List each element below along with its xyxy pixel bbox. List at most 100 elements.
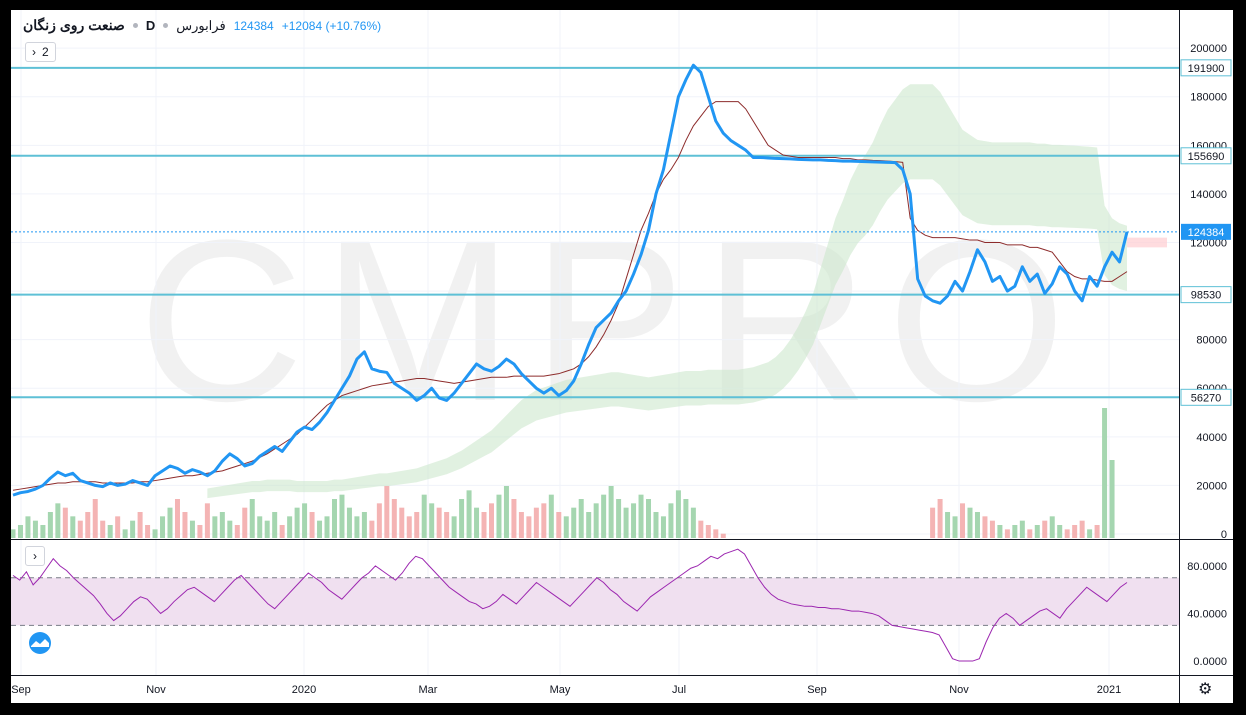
rsi-legend-toggle[interactable]: › [25, 546, 45, 566]
level-price-label: 191900 [1188, 63, 1225, 75]
ichimoku-cloud [207, 84, 1167, 499]
volume-bar [257, 516, 263, 538]
volume-bar [720, 533, 726, 538]
volume-bar [683, 499, 689, 538]
volume-bar [638, 494, 644, 538]
volume-bar [459, 499, 465, 538]
volume-bar [264, 520, 270, 538]
level-price-label: 155690 [1188, 151, 1225, 163]
volume-bar [234, 525, 240, 538]
rsi-pane [11, 548, 1179, 662]
price-tick-label: 40000 [1196, 432, 1227, 444]
level-price-label: 56270 [1191, 392, 1222, 404]
level-price-tag [1180, 59, 1232, 77]
volume-bar [115, 516, 121, 538]
rsi-line [12, 548, 1128, 662]
volume-bar [1072, 525, 1078, 538]
volume-bar [578, 499, 584, 538]
volume-bar [317, 520, 323, 538]
price-grid [11, 10, 1179, 675]
volume-bar [653, 512, 659, 538]
volume-bar [1094, 525, 1100, 538]
price-tick-label: 140000 [1190, 189, 1227, 201]
volume-bar [70, 516, 76, 538]
exchange-label: فرابورس [176, 17, 226, 33]
price-line[interactable] [12, 63, 1129, 497]
volume-bar [705, 525, 711, 538]
volume-bar [369, 520, 375, 538]
volume-bar [197, 525, 203, 538]
volume-bar [212, 516, 218, 538]
volume-bar [488, 503, 494, 538]
indicator-legend-toggle[interactable]: › 2 [25, 42, 56, 62]
volume-bar [40, 525, 46, 538]
cloud-area [1127, 237, 1167, 248]
volume-bar [130, 520, 136, 538]
level-price-label: 98530 [1191, 290, 1222, 302]
rsi-band [11, 577, 1179, 626]
price-tick-label: 180000 [1190, 92, 1227, 104]
time-scale[interactable]: Sep Nov 2020 Mar May Jul Sep Nov 2021 [11, 684, 1121, 696]
volume-bar [1042, 520, 1048, 538]
volume-bar [930, 507, 936, 538]
time-tick-label: Sep [11, 684, 31, 696]
volume-bar [974, 512, 980, 538]
volume-bar [1034, 525, 1040, 538]
volume-bar [272, 512, 278, 538]
volume-bar [152, 529, 158, 538]
volume-bar [556, 512, 562, 538]
time-tick-label: Sep [807, 684, 827, 696]
symbol-name[interactable]: صنعت روی زنگان [23, 17, 125, 33]
volume-bar [406, 516, 412, 538]
volume-bar [302, 503, 308, 538]
volume-bar [945, 512, 951, 538]
time-tick-label: Mar [419, 684, 438, 696]
volume-bar [675, 490, 681, 538]
volume-bar [1102, 408, 1108, 538]
volume-bar [1027, 529, 1033, 538]
volume-bar [122, 529, 128, 538]
interval-label[interactable]: D [145, 18, 156, 33]
volume-bars [11, 408, 1115, 538]
price-tick-label: 200000 [1190, 43, 1227, 55]
chevron-right-icon: › [33, 549, 37, 563]
cloud-area [207, 84, 1127, 499]
volume-bar [997, 525, 1003, 538]
chevron-right-icon: › [32, 45, 36, 59]
volume-bar [242, 507, 248, 538]
chart-header: صنعت روی زنگان D فرابورس 124384 +12084 (… [23, 17, 381, 34]
volume-bar [391, 499, 397, 538]
volume-bar [47, 512, 53, 538]
rsi-tick-label: 40.0000 [1187, 608, 1227, 620]
volume-bar [474, 507, 480, 538]
volume-bar [436, 507, 442, 538]
volume-bar [646, 499, 652, 538]
volume-bar [324, 516, 330, 538]
volume-bar [1109, 460, 1115, 538]
volume-bar [249, 499, 255, 538]
tradingview-logo-icon[interactable] [25, 632, 55, 654]
volume-bar [1087, 529, 1093, 538]
volume-bar [361, 512, 367, 538]
price-tick-label: 20000 [1196, 480, 1227, 492]
volume-bar [414, 512, 420, 538]
volume-bar [376, 503, 382, 538]
chart-canvas[interactable]: CMPRO 0200004000060000800001000001200001… [11, 10, 1233, 703]
volume-bar [174, 499, 180, 538]
volume-bar [548, 494, 554, 538]
level-price-tag [1180, 286, 1232, 304]
volume-bar [331, 499, 337, 538]
volume-bar [189, 520, 195, 538]
indicator-count: 2 [42, 45, 49, 59]
volume-bar [107, 525, 113, 538]
volume-bar [601, 494, 607, 538]
volume-bar [1079, 520, 1085, 538]
volume-bar [481, 512, 487, 538]
last-price-value: 124384 [233, 18, 274, 33]
volume-bar [1019, 520, 1025, 538]
volume-bar [279, 525, 285, 538]
rsi-scale[interactable]: 0.0000 40.0000 80.0000 [1187, 561, 1227, 668]
volume-bar [11, 529, 16, 538]
gear-icon[interactable]: ⚙ [1198, 681, 1213, 698]
horizontal-levels[interactable] [11, 66, 1179, 399]
